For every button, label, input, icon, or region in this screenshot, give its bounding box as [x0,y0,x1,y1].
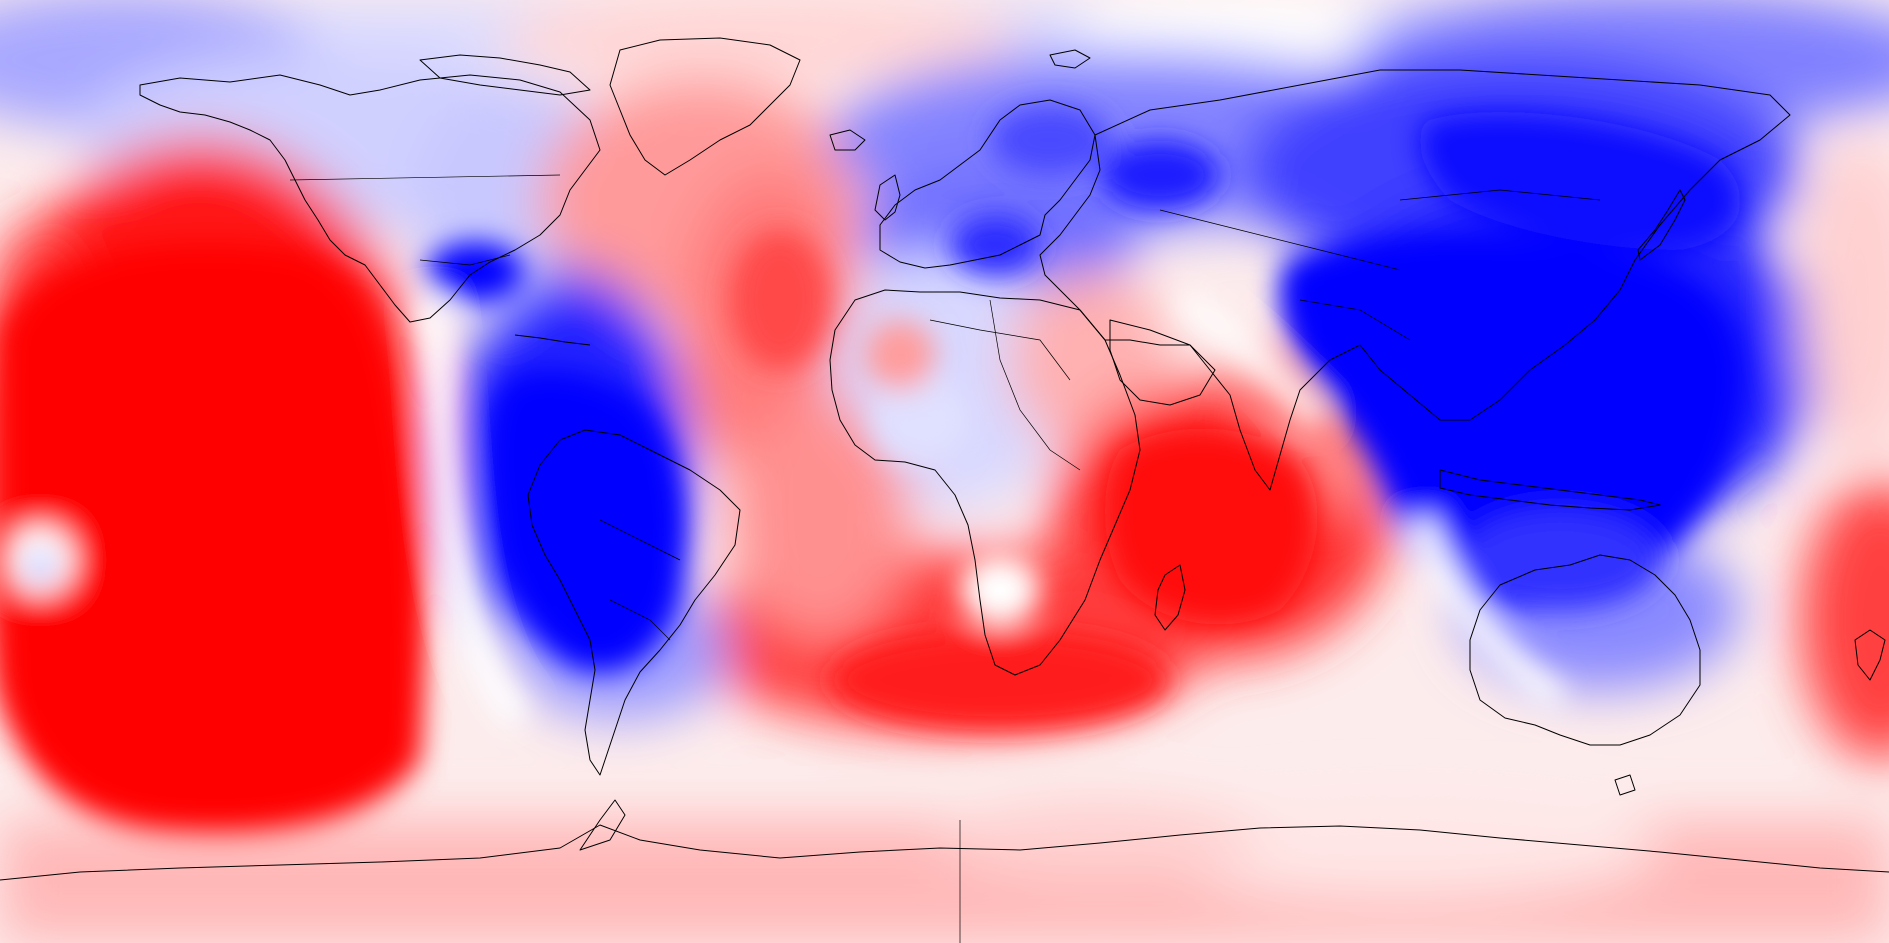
coast-europe [879,99,1096,269]
coast-svalbard [1049,49,1091,69]
coast-indonesia [1439,469,1661,511]
coastlines [0,37,1889,881]
coast-madagascar [1154,564,1186,631]
coast-asia [1039,69,1791,491]
coast-uk [874,174,901,221]
coast-antarctic-peninsula [579,799,626,851]
coast-arabia [1109,319,1216,406]
borders [289,174,1601,943]
coast-japan [1637,189,1686,261]
coast-africa [829,289,1141,676]
coast-antarctica [0,824,1889,881]
field-layer-cores [0,105,1745,833]
coast-australia [1469,554,1701,746]
coast-tasmania [1614,774,1636,796]
coast-south-america [527,429,741,776]
coast-new-zealand [1854,629,1886,681]
coast-greenland [609,37,801,176]
coast-north-america [139,74,601,323]
coast-caribbean [514,334,591,346]
coast-arctic-islands [419,54,591,96]
coast-iceland [829,129,866,151]
